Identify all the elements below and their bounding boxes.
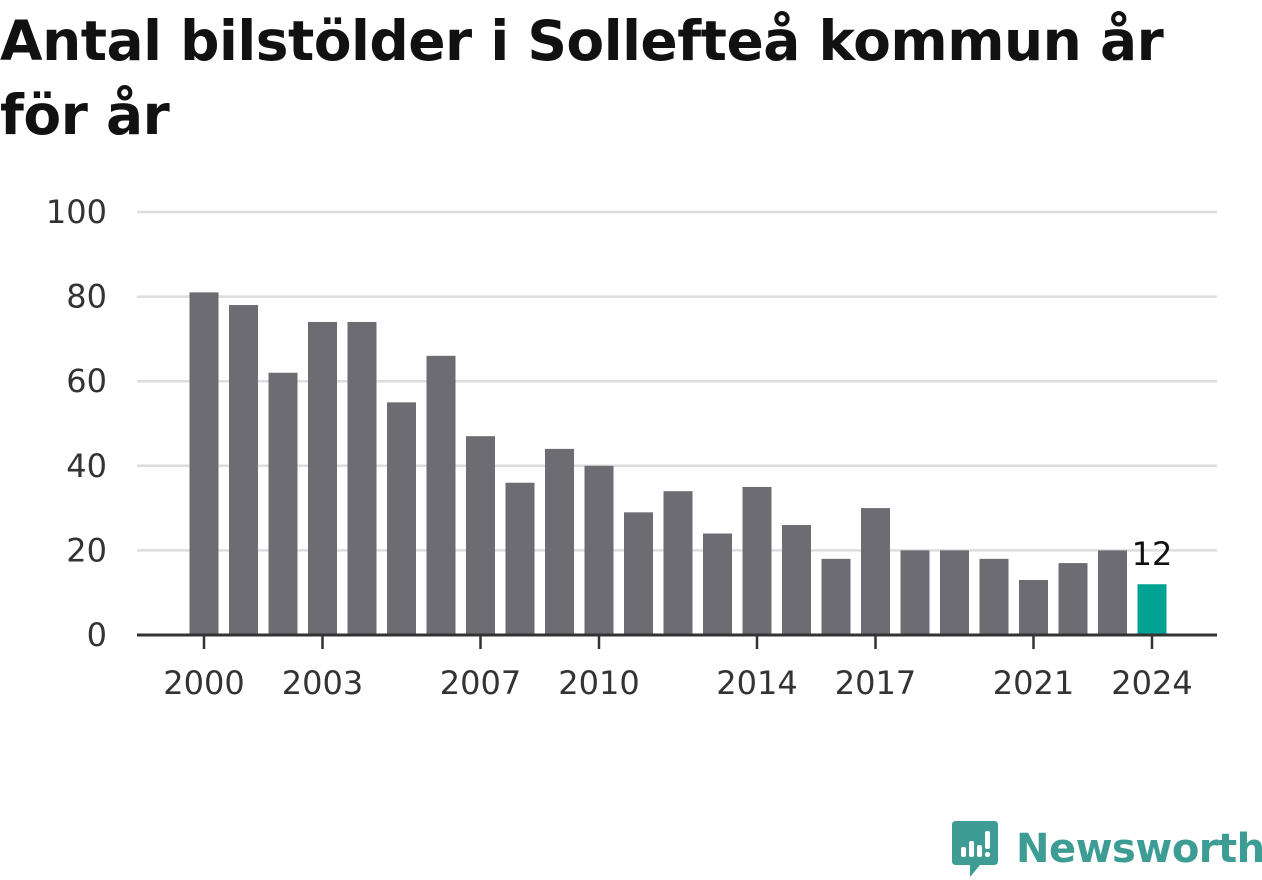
bar bbox=[663, 491, 693, 635]
x-tick-label: 2000 bbox=[163, 664, 244, 702]
y-tick-label: 0 bbox=[87, 616, 107, 654]
bar bbox=[703, 533, 732, 635]
bar bbox=[1098, 550, 1127, 635]
x-tick-label: 2017 bbox=[835, 664, 916, 702]
y-tick-label: 80 bbox=[66, 278, 107, 316]
chart-title: Antal bilstölder i Sollefteå kommun år f… bbox=[0, 9, 1164, 147]
y-tick-label: 100 bbox=[46, 193, 107, 231]
bar bbox=[1019, 580, 1048, 635]
y-tick-label: 60 bbox=[66, 362, 107, 400]
bar bbox=[545, 448, 574, 635]
x-tick-label: 2014 bbox=[716, 664, 797, 702]
bar bbox=[861, 508, 890, 635]
y-tick-label: 20 bbox=[66, 531, 107, 569]
labels: 0 20 40 60 80 100 2000 2003 2007 2010 2014 2017 2021… bbox=[46, 193, 1193, 702]
bar bbox=[940, 550, 969, 635]
bar bbox=[782, 525, 811, 635]
x-tick-label: 2021 bbox=[993, 664, 1074, 702]
x-tick-label: 2024 bbox=[1111, 664, 1192, 702]
bar bbox=[584, 465, 614, 635]
bar bbox=[624, 512, 653, 635]
bar bbox=[979, 558, 1009, 635]
bar bbox=[466, 436, 495, 635]
y-tick-label: 40 bbox=[66, 447, 107, 485]
x-tick-label: 2007 bbox=[440, 664, 521, 702]
newsworthy-logo-icon bbox=[952, 821, 998, 877]
bar bbox=[229, 305, 258, 635]
brand-name: Newsworthy bbox=[1016, 826, 1262, 872]
bar bbox=[505, 482, 535, 635]
bar bbox=[426, 355, 456, 635]
bar-highlight bbox=[1137, 584, 1167, 635]
axes bbox=[137, 633, 1217, 649]
bar bbox=[1058, 563, 1088, 635]
bar bbox=[347, 321, 377, 635]
bar bbox=[821, 558, 851, 635]
brand-logo: Newsworthy bbox=[950, 818, 1262, 880]
bar bbox=[308, 321, 337, 635]
data-label-2024: 12 bbox=[1132, 535, 1173, 573]
x-tick-label: 2010 bbox=[558, 664, 639, 702]
bar bbox=[900, 550, 930, 635]
bar bbox=[268, 372, 298, 635]
bar bbox=[742, 486, 772, 635]
bar bbox=[189, 292, 219, 635]
bar bbox=[387, 402, 416, 635]
x-tick-label: 2003 bbox=[282, 664, 363, 702]
bars bbox=[189, 292, 1167, 635]
